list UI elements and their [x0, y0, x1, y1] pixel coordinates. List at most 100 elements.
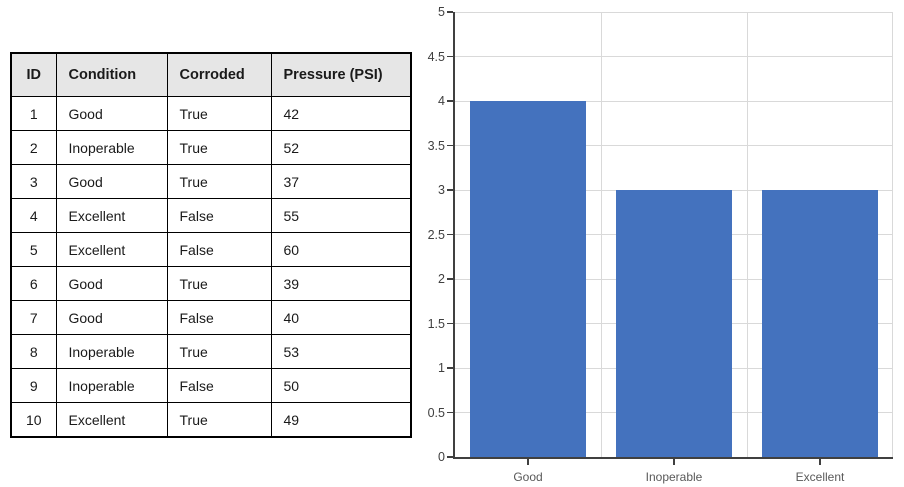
- y-axis-tick: [447, 144, 453, 147]
- bar-inoperable: [615, 190, 733, 457]
- bar-excellent: [761, 190, 879, 457]
- table-cell: 6: [10, 266, 57, 301]
- x-category-label: Excellent: [795, 470, 845, 484]
- table-row: 7 Good False 40: [10, 300, 412, 335]
- table-cell: 40: [270, 300, 412, 335]
- h-gridline: [455, 11, 893, 13]
- h-gridline: [455, 145, 893, 146]
- table-cell: Excellent: [55, 198, 168, 233]
- x-category-label: Inoperable: [645, 470, 703, 484]
- table-cell: True: [166, 266, 272, 301]
- table-cell: 49: [270, 402, 412, 438]
- table-cell: Inoperable: [55, 368, 168, 403]
- v-gridline: [892, 12, 893, 457]
- table-cell: True: [166, 334, 272, 369]
- h-gridline: [455, 100, 893, 102]
- table-row: 6 Good True 39: [10, 266, 412, 301]
- table-cell: 10: [10, 402, 57, 438]
- h-gridline: [455, 56, 893, 57]
- pipe-table-wrap: ID Condition Corroded Pressure (PSI) 1 Go…: [10, 52, 412, 438]
- table-row: 10 Excellent True 49: [10, 402, 412, 438]
- table-cell: Good: [55, 300, 168, 335]
- y-axis-tick: [447, 322, 453, 325]
- table-row: 4 Excellent False 55: [10, 198, 412, 233]
- table-row: 1 Good True 42: [10, 96, 412, 131]
- y-tick-label: 0.5: [427, 405, 445, 420]
- x-category-label: Good: [513, 470, 543, 484]
- y-axis-tick: [447, 233, 453, 236]
- table-cell: False: [166, 232, 272, 267]
- table-cell: 1: [10, 96, 57, 131]
- y-tick-label: 4: [438, 94, 445, 108]
- bar-good: [469, 101, 587, 457]
- table-row: 2 Inoperable True 52: [10, 130, 412, 165]
- table-cell: 4: [10, 198, 57, 233]
- pipe-data-table: ID Condition Corroded Pressure (PSI) 1 Go…: [10, 52, 412, 438]
- table-cell: Good: [55, 266, 168, 301]
- y-axis-tick: [447, 100, 453, 102]
- table-row: 9 Inoperable False 50: [10, 368, 412, 403]
- table-cell: Good: [55, 164, 168, 199]
- table-cell: True: [166, 164, 272, 199]
- v-gridline: [601, 12, 602, 457]
- v-gridline: [747, 12, 748, 457]
- y-axis-tick: [447, 456, 453, 458]
- table-cell: Inoperable: [55, 334, 168, 369]
- y-axis-tick: [447, 411, 453, 414]
- y-tick-label: 2: [438, 272, 445, 286]
- col-header-corroded: Corroded: [166, 52, 272, 97]
- bar-chart: 0 0.5 1 1.5 2 2.5 3 3.5 4 4.5 5 Good Inoperable Excel…: [428, 0, 904, 487]
- table-cell: False: [166, 300, 272, 335]
- y-tick-label: 5: [438, 5, 445, 19]
- y-tick-label: 0: [438, 450, 445, 464]
- table-cell: 60: [270, 232, 412, 267]
- table-cell: 2: [10, 130, 57, 165]
- chart-plot-area: 0 0.5 1 1.5 2 2.5 3 3.5 4 4.5 5 Good Inoperable Excel…: [428, 5, 893, 484]
- table-cell: 55: [270, 198, 412, 233]
- table-cell: 7: [10, 300, 57, 335]
- col-header-pressure: Pressure (PSI): [270, 52, 412, 97]
- y-axis-tick: [447, 278, 453, 280]
- table-cell: 8: [10, 334, 57, 369]
- table-row: 8 Inoperable True 53: [10, 334, 412, 369]
- y-tick-label: 2.5: [427, 227, 445, 242]
- y-axis-tick: [447, 367, 453, 369]
- table-cell: 5: [10, 232, 57, 267]
- table-cell: 50: [270, 368, 412, 403]
- table-cell: 37: [270, 164, 412, 199]
- col-header-condition: Condition: [55, 52, 168, 97]
- x-axis-tick: [819, 459, 821, 465]
- y-axis-tick: [447, 55, 453, 58]
- y-axis-tick: [447, 189, 453, 191]
- table-cell: True: [166, 402, 272, 438]
- table-row: 5 Excellent False 60: [10, 232, 412, 267]
- col-header-id: ID: [10, 52, 57, 97]
- table-cell: 3: [10, 164, 57, 199]
- y-tick-label: 1.5: [427, 316, 445, 331]
- table-cell: True: [166, 130, 272, 165]
- x-axis-tick: [673, 459, 675, 465]
- table-cell: 39: [270, 266, 412, 301]
- table-row: 3 Good True 37: [10, 164, 412, 199]
- table-cell: True: [166, 96, 272, 131]
- table-cell: Inoperable: [55, 130, 168, 165]
- table-cell: False: [166, 198, 272, 233]
- table-cell: Excellent: [55, 232, 168, 267]
- table-cell: 42: [270, 96, 412, 131]
- y-tick-label: 3: [438, 183, 445, 197]
- y-tick-label: 3.5: [427, 138, 445, 153]
- table-cell: Good: [55, 96, 168, 131]
- table-cell: False: [166, 368, 272, 403]
- table-header-row: ID Condition Corroded Pressure (PSI): [10, 52, 412, 97]
- table-cell: 53: [270, 334, 412, 369]
- x-axis-line: [453, 457, 893, 459]
- y-tick-label: 1: [438, 361, 445, 375]
- x-axis-tick: [527, 459, 529, 465]
- y-axis-line: [453, 12, 455, 459]
- table-cell: 52: [270, 130, 412, 165]
- y-axis-tick: [447, 11, 453, 13]
- y-tick-label: 4.5: [427, 49, 445, 64]
- table-cell: Excellent: [55, 402, 168, 438]
- table-cell: 9: [10, 368, 57, 403]
